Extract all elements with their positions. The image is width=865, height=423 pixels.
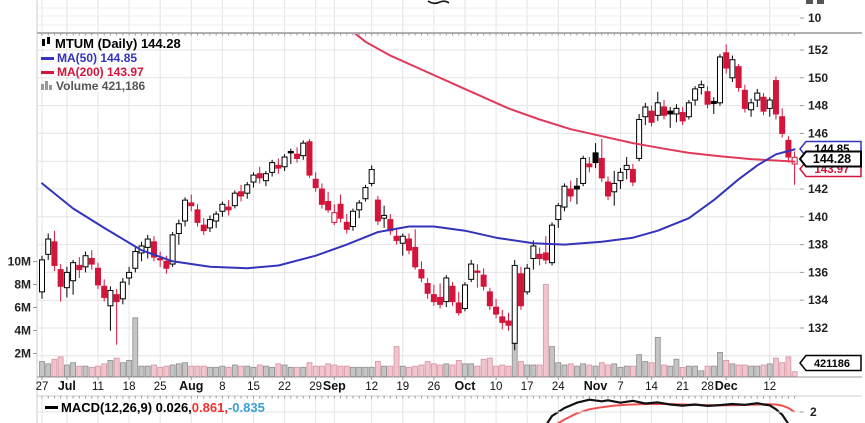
- svg-text:144.28: 144.28: [813, 152, 851, 166]
- svg-text:10M: 10M: [8, 255, 31, 269]
- svg-text:8M: 8M: [14, 278, 31, 292]
- macd-label-black: MACD(12,26,9) 0.026,: [61, 400, 192, 415]
- svg-text:Jul: Jul: [58, 379, 76, 393]
- svg-text:2M: 2M: [14, 347, 31, 361]
- svg-text:138: 138: [808, 238, 828, 252]
- legend-volume-row: Volume 421,186: [41, 79, 181, 93]
- svg-text:136: 136: [808, 265, 828, 279]
- svg-text:26: 26: [427, 381, 440, 393]
- svg-text:Nov: Nov: [584, 379, 608, 393]
- legend-ma50-row: MA(50) 144.85: [41, 51, 181, 65]
- svg-text:142: 142: [808, 182, 828, 196]
- ma200-label: MA(200) 143.97: [57, 65, 144, 79]
- svg-text:12: 12: [365, 381, 378, 393]
- svg-text:6M: 6M: [14, 301, 31, 315]
- svg-text:10: 10: [808, 11, 822, 25]
- svg-text:150: 150: [808, 71, 828, 85]
- svg-text:22: 22: [278, 381, 291, 393]
- svg-text:25: 25: [154, 381, 167, 393]
- svg-text:152: 152: [808, 43, 828, 57]
- legend-symbol-row: MTUM (Daily) 144.28: [41, 37, 181, 51]
- symbol-title: MTUM (Daily) 144.28: [55, 36, 181, 51]
- svg-text:Dec: Dec: [715, 379, 738, 393]
- volume-bars-icon: [41, 79, 53, 93]
- svg-text:14: 14: [645, 381, 658, 393]
- macd-legend: MACD(12,26,9) 0.026, 0.861, -0.835: [45, 400, 265, 415]
- svg-text:148: 148: [808, 99, 828, 113]
- svg-text:21: 21: [676, 381, 689, 393]
- svg-text:17: 17: [521, 381, 534, 393]
- svg-text:29: 29: [309, 381, 322, 393]
- macd-value-histogram: -0.835: [227, 400, 265, 415]
- svg-text:28: 28: [701, 381, 714, 393]
- chart-legend: MTUM (Daily) 144.28 MA(50) 144.85 MA(200…: [41, 37, 181, 93]
- svg-text:18: 18: [123, 381, 136, 393]
- svg-text:10: 10: [490, 381, 503, 393]
- svg-text:27: 27: [36, 381, 49, 393]
- legend-ma200-row: MA(200) 143.97: [41, 65, 181, 79]
- svg-text:24: 24: [552, 381, 565, 393]
- ma50-label: MA(50) 144.85: [57, 51, 138, 65]
- ma200-line-swatch-icon: [41, 70, 54, 74]
- svg-text:Sep: Sep: [323, 379, 346, 393]
- svg-text:140: 140: [808, 210, 828, 224]
- svg-text:Oct: Oct: [455, 379, 477, 393]
- svg-text:134: 134: [808, 293, 828, 307]
- svg-text:132: 132: [808, 321, 828, 335]
- svg-text:15: 15: [247, 381, 260, 393]
- svg-text:11: 11: [92, 381, 104, 393]
- svg-text:8: 8: [219, 381, 225, 393]
- svg-text:2: 2: [810, 405, 817, 419]
- ma50-line-swatch-icon: [41, 56, 54, 60]
- macd-value-signal: 0.861,: [191, 400, 228, 415]
- svg-text:146: 146: [808, 126, 828, 140]
- volume-label: Volume 421,186: [56, 79, 146, 93]
- candlestick-icon: [41, 37, 52, 51]
- svg-text:7: 7: [617, 381, 623, 393]
- svg-text:Aug: Aug: [179, 379, 203, 393]
- svg-text:421186: 421186: [814, 358, 850, 370]
- svg-text:4M: 4M: [14, 324, 31, 338]
- svg-text:12: 12: [763, 381, 776, 393]
- macd-line-swatch-icon: [45, 406, 58, 409]
- svg-text:19: 19: [396, 381, 409, 393]
